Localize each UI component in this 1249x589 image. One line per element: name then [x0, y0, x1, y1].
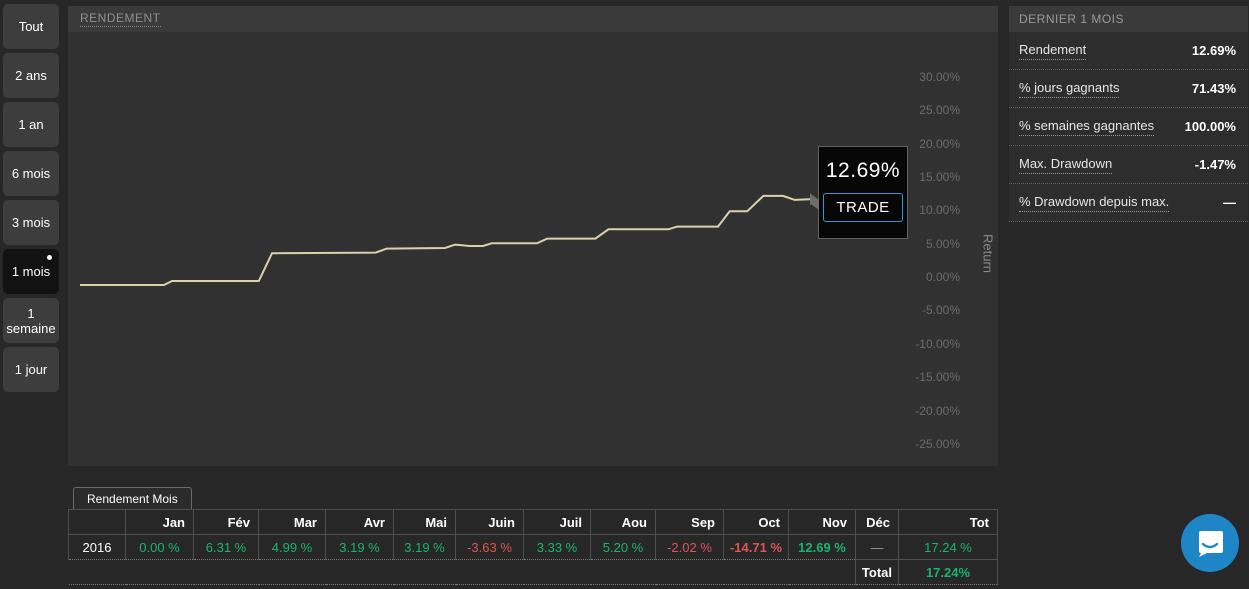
month-return-cell: 4.99 % [258, 534, 326, 560]
month-return-cell: 6.31 % [193, 534, 259, 560]
month-return-cell: 12.69 % [788, 534, 856, 560]
column-header-jan: Jan [125, 509, 194, 535]
return-chart-panel[interactable]: RENDEMENT 30.00% 25.00% 20.00% 15.00% 10.00%… [68, 6, 998, 466]
stats-value: 100.00% [1184, 119, 1236, 134]
column-header-aou: Aou [590, 509, 656, 535]
footer-total-value: 17.24% [898, 559, 998, 585]
stats-label[interactable]: % Drawdown depuis max. [1019, 194, 1170, 212]
sidebar-period-1-semaine[interactable]: 1 semaine [3, 298, 59, 343]
tooltip-return-value: 12.69% [825, 159, 901, 182]
column-header-nov: Nov [788, 509, 856, 535]
y-tick-label: 10.00% [919, 203, 960, 218]
stats-value: -1.47% [1194, 157, 1236, 172]
month-return-cell: 3.19 % [325, 534, 394, 560]
sidebar-period-1-jour[interactable]: 1 jour [3, 347, 59, 392]
stats-value: — [1223, 195, 1236, 210]
chat-widget-button[interactable] [1181, 514, 1239, 572]
y-tick-label: 20.00% [919, 136, 960, 151]
chart-tooltip: 12.69% TRADE [811, 146, 908, 239]
y-tick-label: 25.00% [919, 103, 960, 118]
y-tick-label: 15.00% [919, 170, 960, 185]
y-tick-label: -5.00% [921, 303, 960, 318]
year-cell: 2016 [68, 534, 126, 560]
y-tick-label: -10.00% [915, 336, 960, 351]
column-header-déc: Déc [855, 509, 899, 535]
trade-button[interactable]: TRADE [823, 193, 903, 222]
stats-row: Rendement 12.69% [1009, 32, 1248, 70]
stats-value: 12.69% [1191, 43, 1236, 58]
month-return-cell: 3.19 % [393, 534, 456, 560]
column-header-tot: Tot [898, 509, 998, 535]
stats-row: % jours gagnants 71.43% [1009, 70, 1248, 108]
y-tick-label: -20.00% [915, 403, 960, 418]
monthly-returns-table: Jan Fév Mar Avr Mai Juin Juil Aou Sep Oct Nov Déc To… [68, 509, 998, 585]
tab-rendement-mois[interactable]: Rendement Mois [73, 487, 192, 509]
table-footer-row: Total 17.24% [68, 559, 998, 585]
stats-label[interactable]: % semaines gagnantes [1019, 118, 1155, 136]
month-return-cell: 5.20 % [590, 534, 656, 560]
monthly-returns-section: Rendement Mois Jan Fév Mar Avr Mai Juin Juil Ao… [68, 487, 998, 585]
month-return-cell: 0.00 % [125, 534, 194, 560]
y-tick-label: -15.00% [915, 370, 960, 385]
chart-header: RENDEMENT [68, 6, 998, 32]
tooltip-arrow-icon [811, 198, 819, 210]
y-tick-label: 5.00% [925, 236, 960, 251]
last-month-stats-panel: DERNIER 1 MOIS Rendement 12.69% % jours ga… [1009, 6, 1248, 222]
column-header-year [68, 509, 126, 535]
sidebar-period-6-mois[interactable]: 6 mois [3, 151, 59, 196]
month-return-cell: -14.71 % [723, 534, 789, 560]
sidebar-period-2-ans[interactable]: 2 ans [3, 53, 59, 98]
stats-row: % Drawdown depuis max. — [1009, 184, 1248, 222]
footer-spacer [68, 559, 856, 585]
stats-panel-title: DERNIER 1 MOIS [1009, 6, 1248, 32]
column-header-juil: Juil [523, 509, 591, 535]
sidebar-period-tout[interactable]: Tout [3, 4, 59, 49]
footer-total-label: Total [855, 559, 899, 585]
month-return-cell: 17.24 % [898, 534, 998, 560]
stats-row: % semaines gagnantes 100.00% [1009, 108, 1248, 146]
y-tick-label: 30.00% [919, 70, 960, 84]
month-return-cell: 3.33 % [523, 534, 591, 560]
period-sidebar: Tout 2 ans 1 an 6 mois 3 mois 1 mois 1 semaine… [3, 4, 59, 396]
sidebar-period-3-mois[interactable]: 3 mois [3, 200, 59, 245]
stats-row: Max. Drawdown -1.47% [1009, 146, 1248, 184]
table-row: 2016 0.00 % 6.31 % 4.99 % 3.19 % 3.19 % -3.63 … [68, 534, 998, 560]
stats-value: 71.43% [1191, 81, 1236, 96]
month-return-cell: — [855, 534, 899, 560]
y-axis-title: Return [980, 233, 996, 274]
sidebar-period-1-an[interactable]: 1 an [3, 102, 59, 147]
stats-label[interactable]: Rendement [1019, 42, 1087, 60]
y-tick-label: 0.00% [925, 270, 960, 285]
month-return-cell: -3.63 % [455, 534, 524, 560]
stats-label[interactable]: % jours gagnants [1019, 80, 1120, 98]
sidebar-period-1-mois[interactable]: 1 mois [3, 249, 59, 294]
return-line [80, 194, 811, 286]
y-tick-label: -25.00% [915, 436, 960, 451]
column-header-sep: Sep [655, 509, 724, 535]
chat-bubble-icon [1199, 531, 1223, 557]
column-header-avr: Avr [325, 509, 394, 535]
column-header-juin: Juin [455, 509, 524, 535]
column-header-fév: Fév [193, 509, 259, 535]
stats-label[interactable]: Max. Drawdown [1019, 156, 1113, 174]
month-return-cell: -2.02 % [655, 534, 724, 560]
column-header-oct: Oct [723, 509, 789, 535]
column-header-mar: Mar [258, 509, 326, 535]
column-header-mai: Mai [393, 509, 456, 535]
chart-title[interactable]: RENDEMENT [80, 11, 161, 27]
